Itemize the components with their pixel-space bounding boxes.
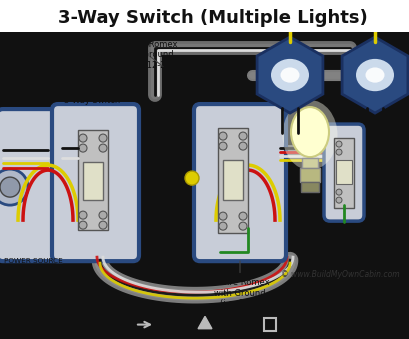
Circle shape — [336, 141, 342, 147]
Bar — [264, 318, 276, 331]
Text: 3-Way Switch: 3-Way Switch — [64, 96, 120, 105]
Circle shape — [79, 134, 87, 142]
Bar — [301, 182, 319, 192]
Ellipse shape — [271, 59, 309, 91]
Bar — [223, 160, 243, 200]
Polygon shape — [342, 37, 408, 113]
FancyBboxPatch shape — [0, 109, 67, 261]
Circle shape — [0, 177, 20, 197]
Bar — [218, 128, 248, 233]
Circle shape — [219, 142, 227, 150]
Text: 3-Way Switch: 3-Way Switch — [368, 200, 409, 209]
Circle shape — [336, 189, 342, 195]
Text: 3-Wire Romex
with Ground
(i.e. 12-3): 3-Wire Romex with Ground (i.e. 12-3) — [211, 261, 269, 308]
Polygon shape — [257, 37, 323, 113]
Text: POWER SOURCE
2-Wire Romex with
Ground
(i.e. 12-2): POWER SOURCE 2-Wire Romex with Ground (i… — [4, 258, 72, 288]
FancyBboxPatch shape — [194, 104, 286, 261]
Circle shape — [239, 222, 247, 230]
Circle shape — [239, 212, 247, 220]
Circle shape — [219, 222, 227, 230]
Circle shape — [99, 211, 107, 219]
Circle shape — [336, 149, 342, 155]
Circle shape — [219, 132, 227, 140]
Circle shape — [99, 134, 107, 142]
Circle shape — [239, 142, 247, 150]
Text: 2-Wire Romex
with Ground
(i.e. 12-2): 2-Wire Romex with Ground (i.e. 12-2) — [119, 40, 177, 70]
Circle shape — [99, 144, 107, 152]
Bar — [78, 130, 108, 230]
Bar — [0, 0, 409, 32]
Ellipse shape — [366, 67, 384, 83]
Circle shape — [99, 221, 107, 229]
Circle shape — [239, 132, 247, 140]
Text: 3-Way Switch (Multiple Lights): 3-Way Switch (Multiple Lights) — [58, 9, 368, 27]
Ellipse shape — [356, 59, 394, 91]
Bar — [83, 162, 103, 200]
Ellipse shape — [291, 107, 329, 157]
Bar — [334, 138, 354, 208]
Ellipse shape — [281, 67, 299, 83]
Circle shape — [79, 144, 87, 152]
Bar — [302, 158, 318, 168]
Ellipse shape — [283, 100, 337, 170]
Circle shape — [79, 221, 87, 229]
Text: © www.BuildMyOwnCabin.com: © www.BuildMyOwnCabin.com — [281, 270, 399, 279]
Circle shape — [0, 169, 28, 205]
FancyBboxPatch shape — [52, 104, 139, 261]
Bar — [300, 168, 320, 182]
Circle shape — [185, 171, 199, 185]
Bar — [336, 160, 352, 184]
Circle shape — [79, 211, 87, 219]
FancyBboxPatch shape — [324, 124, 364, 221]
Circle shape — [336, 197, 342, 203]
Circle shape — [219, 212, 227, 220]
